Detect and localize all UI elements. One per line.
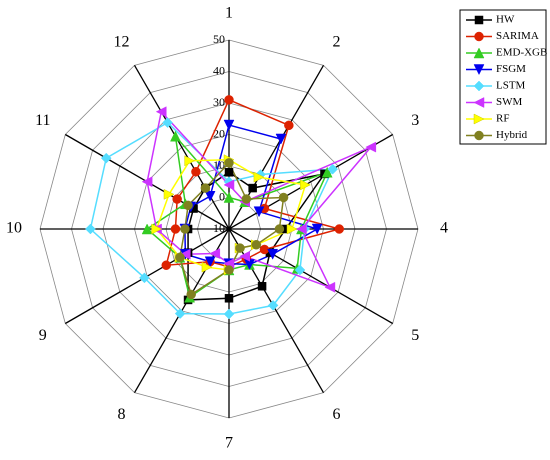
- axis-label: 6: [333, 406, 341, 423]
- data-point: [278, 192, 289, 203]
- r-tick-label: 20: [213, 126, 225, 140]
- data-point: [295, 223, 307, 235]
- axis-label: 5: [411, 327, 419, 344]
- legend-label: LSTM: [496, 80, 526, 92]
- legend-label: HW: [496, 14, 515, 26]
- r-tick-label: -10: [209, 221, 225, 235]
- axis-label: 8: [118, 406, 126, 423]
- axis-label: 3: [411, 112, 419, 129]
- data-point: [241, 194, 252, 204]
- data-point: [235, 243, 245, 253]
- data-point: [200, 183, 211, 193]
- data-point: [224, 158, 234, 168]
- legend-marker: [473, 97, 485, 108]
- r-tick-label: 0: [219, 189, 225, 203]
- data-point: [162, 117, 173, 128]
- legend-marker: [474, 15, 484, 25]
- data-point: [311, 223, 323, 235]
- data-point: [224, 168, 234, 177]
- axis-label: 11: [35, 112, 50, 129]
- data-point: [180, 224, 190, 234]
- data-point: [365, 141, 377, 153]
- legend-marker: [473, 47, 485, 59]
- axis-label: 2: [333, 33, 341, 50]
- data-point: [209, 248, 221, 259]
- data-point: [191, 166, 201, 177]
- data-point: [274, 224, 285, 234]
- data-point: [201, 261, 213, 273]
- data-point: [224, 95, 234, 105]
- data-point: [174, 308, 186, 319]
- axis-label: 4: [440, 220, 448, 237]
- legend-marker: [474, 31, 484, 42]
- data-point: [161, 260, 172, 270]
- axis-label: 1: [225, 5, 233, 22]
- data-point: [248, 183, 257, 193]
- legend-marker: [473, 113, 485, 125]
- data-point: [223, 191, 235, 203]
- legend-label: SARIMA: [496, 30, 539, 42]
- spoke: [133, 64, 230, 230]
- r-tick-label: 30: [213, 95, 225, 109]
- data-point: [184, 155, 196, 167]
- legend-marker: [474, 130, 484, 141]
- data-point: [286, 223, 298, 235]
- r-tick-label: 50: [213, 32, 225, 46]
- data-point: [267, 300, 279, 311]
- r-tick-label: 40: [213, 63, 225, 77]
- data-point: [141, 176, 153, 188]
- axis-label: 10: [6, 220, 22, 237]
- axis-label: 12: [114, 33, 130, 50]
- data-point: [267, 248, 279, 260]
- data-point: [172, 194, 182, 204]
- data-point: [334, 224, 344, 234]
- data-point: [251, 240, 262, 250]
- data-point: [204, 191, 216, 202]
- data-point: [170, 130, 181, 142]
- data-point: [239, 250, 250, 262]
- data-point: [139, 272, 150, 284]
- legend-label: EMD-XGB: [496, 47, 547, 59]
- axis-label: 9: [39, 327, 47, 344]
- data-point: [85, 223, 96, 235]
- data-point: [284, 120, 294, 131]
- data-point: [275, 133, 287, 145]
- data-point: [321, 166, 333, 178]
- data-point: [223, 308, 235, 320]
- data-point: [141, 223, 153, 235]
- data-point: [179, 248, 191, 260]
- data-point: [223, 119, 235, 131]
- data-point: [163, 188, 175, 200]
- legend-label: FSGM: [496, 63, 526, 75]
- data-point: [253, 171, 265, 183]
- legend-marker: [473, 80, 485, 92]
- data-point: [223, 179, 235, 191]
- data-point: [327, 163, 339, 175]
- data-point: [300, 179, 311, 191]
- data-point: [294, 264, 306, 276]
- data-point: [186, 289, 196, 300]
- data-point: [253, 206, 265, 218]
- data-point: [257, 282, 267, 291]
- data-point: [155, 106, 167, 118]
- data-point: [170, 224, 181, 234]
- data-point: [224, 265, 234, 275]
- data-point: [183, 200, 193, 211]
- legend-label: SWM: [496, 96, 523, 108]
- data-point: [324, 281, 336, 293]
- legend-label: Hybrid: [496, 129, 528, 141]
- axis-label: 7: [225, 435, 233, 452]
- data-point: [100, 152, 112, 164]
- legend-marker: [473, 64, 485, 76]
- data-point: [204, 256, 216, 268]
- data-point: [224, 294, 234, 303]
- data-point: [175, 252, 185, 263]
- legend-label: RF: [496, 113, 509, 125]
- data-point: [151, 223, 163, 235]
